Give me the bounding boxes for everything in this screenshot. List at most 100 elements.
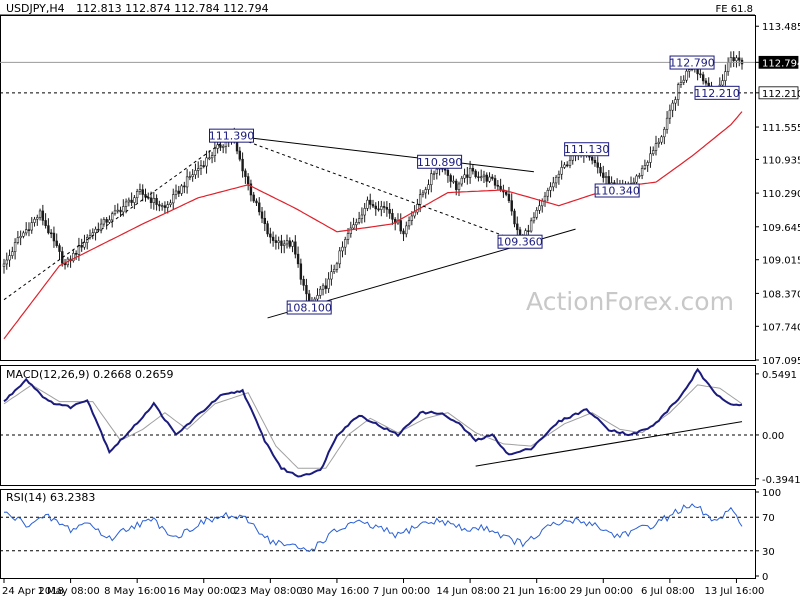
x-tick-label: 29 Jun 00:00 [570,586,634,597]
candle [130,192,133,207]
candle [133,195,136,210]
candle [5,252,8,270]
candle [488,172,491,183]
x-tick-label: 21 Jun 16:00 [503,586,567,597]
candle [424,186,427,199]
candle [385,201,389,217]
price-annotation-label: 109.360 [497,236,543,249]
candle [285,234,289,249]
candle [640,165,644,180]
candle [449,173,452,188]
rsi-y-tick: 30 [755,547,775,558]
candle [321,283,325,296]
price-annotation: 111.390 [209,128,254,143]
candle [280,234,283,254]
candle [16,230,20,245]
candle [152,191,156,210]
candle [241,152,244,178]
candle [377,201,380,212]
candle [263,210,266,232]
candle [427,179,430,195]
y-tick-label: 110.935 [762,155,800,166]
candle [108,215,111,225]
price-annotation: 112.210 [694,85,740,100]
candle [27,222,31,237]
price-annotation-label: 108.100 [286,302,332,315]
candle [529,217,533,233]
price-annotation-label: 110.890 [417,156,463,169]
candle [432,170,436,180]
rsi-y-tick: 70 [755,513,775,524]
candle [535,207,538,220]
candle [402,228,405,242]
x-tick: 29 Jun 00:00 [570,579,634,597]
candle [180,184,183,196]
x-tick: 8 May 16:00 [104,579,166,597]
x-tick-label: 1 May 08:00 [37,586,99,597]
candle [80,238,83,252]
candle [41,204,45,226]
x-tick: 1 May 08:00 [37,579,100,597]
candle [738,51,741,67]
candle [205,150,208,174]
y-tick: 109.015 [755,256,800,267]
candle [11,246,14,259]
candle [405,221,408,238]
x-tick: 24 Apr 2018 [2,579,64,597]
candle [543,191,547,207]
candle [8,249,11,267]
macd-trendline [475,421,743,467]
y-tick: 107.095 [755,356,800,367]
candle [119,206,122,218]
candle [560,160,563,180]
candle [546,187,549,202]
x-tick-label: 30 May 16:00 [301,586,370,597]
candle [374,202,377,216]
candle [19,230,22,246]
candle [357,211,361,225]
candle [735,55,738,68]
candle [202,160,205,169]
price-annotation-label: 110.340 [594,185,640,198]
candle [549,182,552,198]
y-tick: 112.210 [755,86,800,100]
candle [163,201,167,214]
candle [466,166,469,185]
candle [197,161,200,178]
y-tick-label: 108.370 [762,289,800,300]
candle [701,71,705,85]
candle [724,64,727,86]
candle [652,146,655,156]
candle [191,169,194,182]
x-tick-label: 14 Jun 08:00 [436,586,500,597]
candle [371,199,375,209]
price-annotation: 111.130 [564,142,609,157]
macd-y-tick: 0.00 [755,431,784,442]
candle [604,171,608,185]
candle [188,171,192,181]
macd-y-tick-label: 0.00 [762,431,784,442]
price-annotation: 109.360 [497,234,543,249]
candle [593,156,597,167]
candle [269,227,272,244]
candle [135,188,139,204]
price-annotation: 110.890 [417,154,463,169]
candle [452,175,455,184]
candle [249,179,253,202]
x-tick-label: 16 May 00:00 [167,586,236,597]
candle [596,156,599,174]
candle [460,175,463,187]
y-tick: 112.794 [755,55,800,69]
y-tick-label: 107.095 [762,356,800,367]
y-tick-label: 107.740 [762,322,800,333]
candle [491,174,494,181]
rsi-line [3,503,743,553]
candle [369,193,372,210]
candle [38,208,42,221]
rsi-y-tick-label: 100 [762,488,781,499]
candle [391,208,394,225]
candle [363,202,366,223]
candle [649,146,652,168]
candle [338,247,341,269]
